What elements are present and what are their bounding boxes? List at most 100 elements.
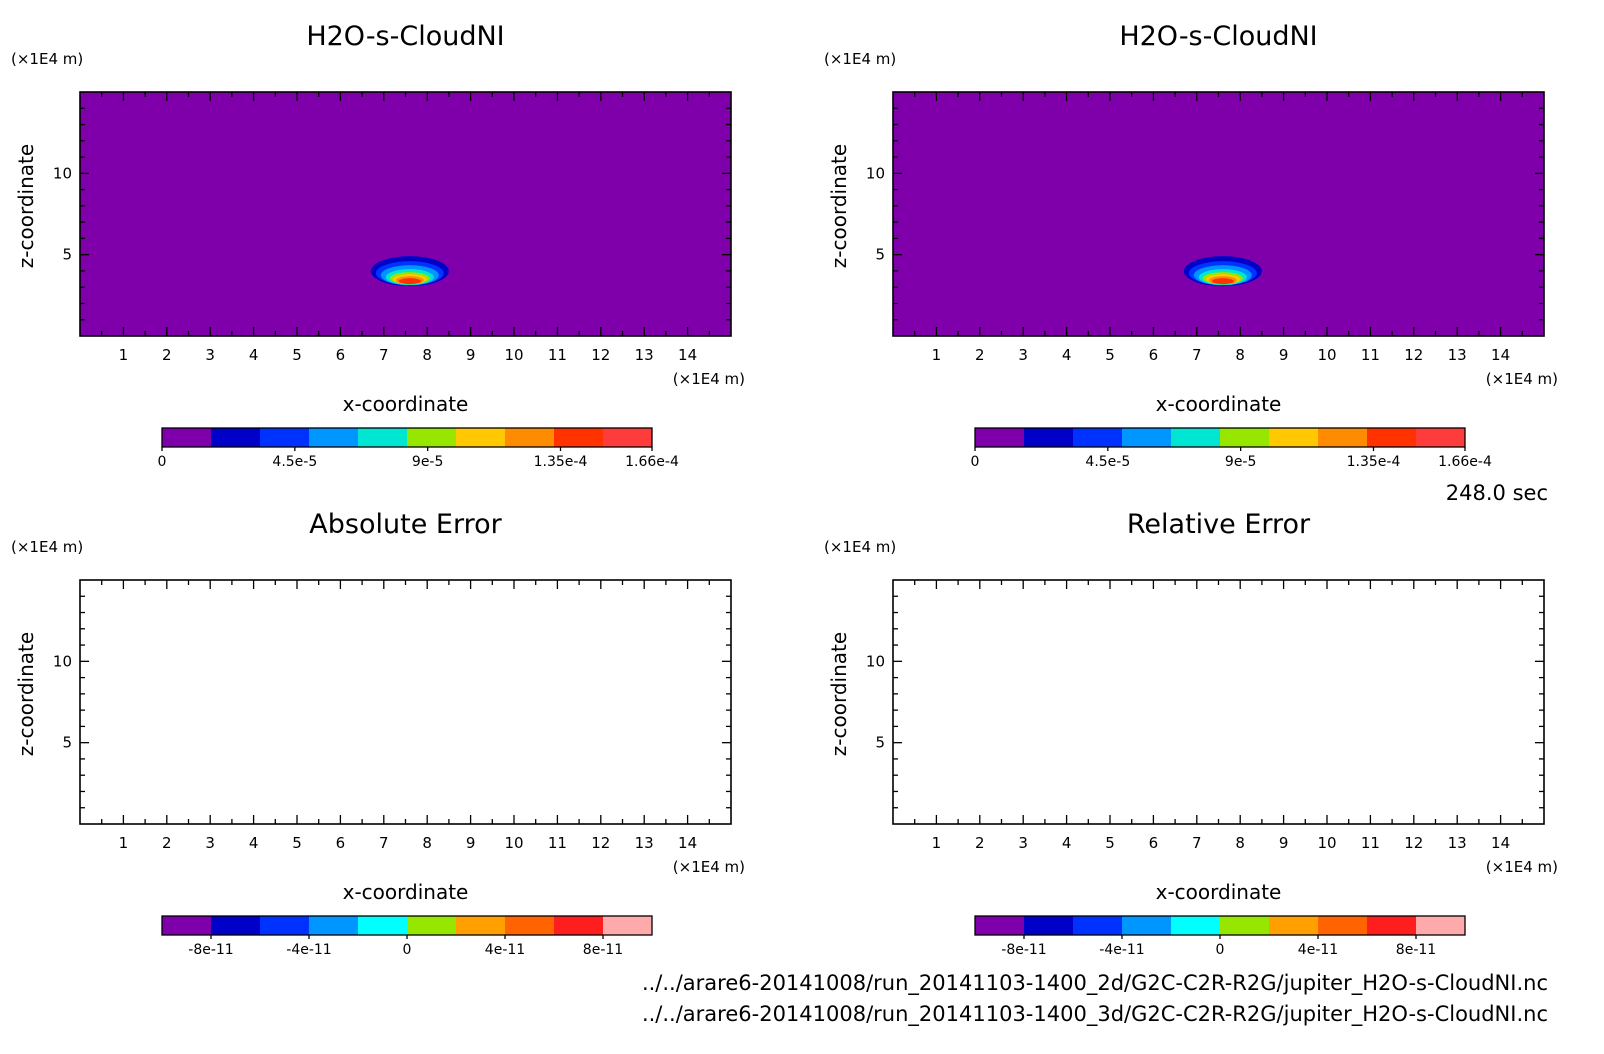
z-tick-label: 10 — [866, 164, 885, 182]
colorbar-tick-label: -4e-11 — [1099, 942, 1144, 958]
x-tick-label: 2 — [975, 346, 985, 364]
chart-title: H2O-s-CloudNI — [1119, 21, 1317, 52]
colorbar-segment — [505, 428, 555, 447]
chart-panel-4: Relative Error(×1E4 m)1 2 3 4 5 6 7 8 9 10 11 12 13 1… — [824, 509, 1558, 958]
colorbar-tick-label: 1.66e-4 — [1438, 454, 1492, 470]
x-tick-label: 4 — [1062, 834, 1072, 852]
x-tick-label: 9 — [466, 834, 476, 852]
colorbar-segment — [211, 916, 261, 935]
x-tick-label: 13 — [1448, 346, 1467, 364]
time-label: 248.0 sec — [1446, 481, 1548, 505]
colorbar-segment — [309, 916, 359, 935]
x-axis-label: x-coordinate — [343, 880, 469, 904]
x-tick-label: 6 — [336, 346, 346, 364]
colorbar-tick-label: 9e-5 — [412, 454, 443, 470]
colorbar-segment — [603, 428, 653, 447]
x-axis-label: x-coordinate — [343, 392, 469, 416]
x-tick-label: 5 — [1105, 346, 1115, 364]
colorbar-segment — [1367, 916, 1417, 935]
z-tick-label: 10 — [53, 652, 72, 670]
x-tick-label: 10 — [504, 834, 523, 852]
plot-background — [893, 580, 1544, 824]
x-tick-label: 4 — [249, 834, 259, 852]
colorbar-segment — [260, 428, 310, 447]
x-tick-label: 12 — [1404, 834, 1423, 852]
z-axis-label: z-coordinate — [827, 632, 851, 756]
x-tick-label: 4 — [1062, 346, 1072, 364]
x-tick-label: 7 — [379, 346, 389, 364]
colorbar-segment — [309, 428, 359, 447]
colorbar-tick-label: 4.5e-5 — [1085, 454, 1130, 470]
colorbar-segment — [358, 428, 408, 447]
colorbar-segment — [1416, 428, 1466, 447]
file-path-1: ../../arare6-20141008/run_20141103-1400_… — [642, 971, 1548, 996]
z-unit-label: (×1E4 m) — [11, 50, 83, 68]
colorbar-segment — [603, 916, 653, 935]
contour-level-8 — [1211, 278, 1234, 285]
x-tick-label: 12 — [1404, 346, 1423, 364]
x-tick-label: 8 — [1235, 834, 1245, 852]
x-unit-label: (×1E4 m) — [673, 370, 745, 388]
x-tick-label: 5 — [292, 346, 302, 364]
colorbar-segment — [260, 916, 310, 935]
colorbar-segment — [1073, 428, 1123, 447]
colorbar-tick-label: -8e-11 — [188, 942, 233, 958]
colorbar-segment — [1171, 916, 1221, 935]
colorbar-tick-label: 1.66e-4 — [625, 454, 679, 470]
z-tick-label: 5 — [875, 246, 885, 264]
x-tick-label: 7 — [379, 834, 389, 852]
colorbar-segment — [554, 916, 604, 935]
x-tick-label: 6 — [1149, 834, 1159, 852]
colorbar-segment — [1269, 916, 1319, 935]
x-tick-label: 5 — [292, 834, 302, 852]
colorbar-segment — [505, 916, 555, 935]
x-tick-label: 13 — [1448, 834, 1467, 852]
x-tick-label: 8 — [422, 346, 432, 364]
chart-title: Relative Error — [1127, 509, 1311, 540]
chart-title: Absolute Error — [309, 509, 502, 540]
z-tick-label: 10 — [866, 652, 885, 670]
contour-level-8 — [398, 278, 421, 285]
z-axis-label: z-coordinate — [827, 144, 851, 268]
colorbar-segment — [975, 428, 1025, 447]
x-tick-label: 10 — [504, 346, 523, 364]
colorbar-segment — [162, 428, 212, 447]
x-tick-label: 12 — [591, 834, 610, 852]
colorbar-frame — [161, 427, 653, 448]
colorbar-segment — [1220, 428, 1270, 447]
x-axis-label: x-coordinate — [1156, 392, 1282, 416]
colorbar-tick-label: 4.5e-5 — [272, 454, 317, 470]
x-tick-label: 11 — [1361, 346, 1380, 364]
x-tick-label: 6 — [336, 834, 346, 852]
colorbar-tick-label: 4e-11 — [485, 942, 525, 958]
colorbar-segment — [1367, 428, 1417, 447]
plot-background — [80, 92, 731, 336]
plot-background — [893, 92, 1544, 336]
colorbar-tick-label: 8e-11 — [583, 942, 623, 958]
colorbar-segment — [1073, 916, 1123, 935]
colorbar-segment — [1220, 916, 1270, 935]
x-tick-label: 6 — [1149, 346, 1159, 364]
colorbar-segment — [1024, 916, 1074, 935]
colorbar-segment — [456, 916, 506, 935]
z-unit-label: (×1E4 m) — [824, 538, 896, 556]
colorbar-segment — [1122, 428, 1172, 447]
x-tick-label: 8 — [422, 834, 432, 852]
x-tick-label: 7 — [1192, 346, 1202, 364]
colorbar-segment — [407, 916, 457, 935]
x-tick-label: 8 — [1235, 346, 1245, 364]
x-tick-label: 3 — [1018, 834, 1028, 852]
colorbar-tick-label: -4e-11 — [286, 942, 331, 958]
z-tick-label: 5 — [875, 734, 885, 752]
colorbar-segment — [1171, 428, 1221, 447]
x-tick-label: 9 — [1279, 346, 1289, 364]
z-axis-label: z-coordinate — [14, 144, 38, 268]
chart-title: H2O-s-CloudNI — [306, 21, 504, 52]
colorbar-segment — [1024, 428, 1074, 447]
x-tick-label: 2 — [162, 834, 172, 852]
colorbar-segment — [975, 916, 1025, 935]
z-tick-label: 5 — [62, 246, 72, 264]
x-tick-label: 12 — [591, 346, 610, 364]
colorbar-tick-label: 1.35e-4 — [1347, 454, 1401, 470]
